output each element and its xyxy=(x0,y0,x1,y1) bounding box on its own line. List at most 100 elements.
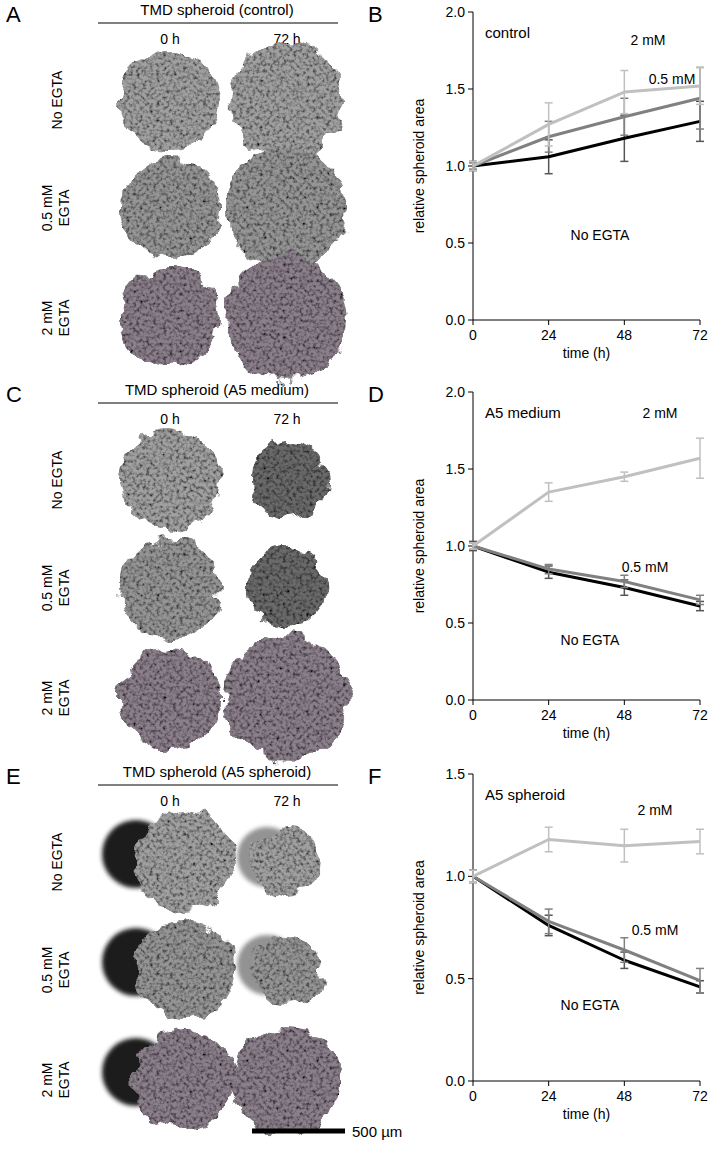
title-rule xyxy=(98,785,338,786)
x-tick xyxy=(473,1081,474,1086)
x-tick-label: 72 xyxy=(692,1088,708,1104)
row-label: 2 mMEGTA xyxy=(39,1061,72,1099)
x-tick-label: 24 xyxy=(541,707,557,723)
spheroid-0h xyxy=(134,812,234,912)
x-tick-label: 48 xyxy=(617,1088,633,1104)
series-label: 0.5 mM xyxy=(622,559,669,575)
y-tick xyxy=(468,12,473,13)
row-label-line: EGTA xyxy=(56,1061,72,1099)
error-bar-cap xyxy=(545,151,553,153)
row-label: No EGTA xyxy=(49,832,65,892)
error-bar-cap xyxy=(545,851,553,853)
row-label-line: EGTA xyxy=(56,299,72,337)
y-tick-label: 1.0 xyxy=(446,868,466,884)
x-axis xyxy=(473,1081,700,1082)
x-tick xyxy=(624,320,625,325)
y-tick xyxy=(468,623,473,624)
spheroid-72h xyxy=(233,1026,341,1134)
error-bar-cap xyxy=(620,829,628,831)
row-label-line: No EGTA xyxy=(49,70,65,130)
chart-title: A5 spheroid xyxy=(485,786,565,803)
y-tick-label: 0.5 xyxy=(446,971,466,987)
error-bar-cap xyxy=(620,937,628,939)
row-label-line: No EGTA xyxy=(49,450,65,510)
error-bar-cap xyxy=(620,968,628,970)
panel-letter: A xyxy=(6,2,21,27)
error-bar-cap xyxy=(469,170,477,172)
x-tick-label: 24 xyxy=(541,327,557,343)
figure: ATMD spheroid (control)0 h72 hNo EGTA0.5… xyxy=(0,0,718,1149)
error-bar-cap xyxy=(469,882,477,884)
y-tick xyxy=(468,89,473,90)
y-tick xyxy=(468,774,473,775)
error-bar-cap xyxy=(545,933,553,935)
error-bar-cap xyxy=(545,564,553,566)
x-tick xyxy=(624,700,625,705)
series-label: No EGTA xyxy=(571,227,631,243)
row-label: 2 mMEGTA xyxy=(39,299,72,337)
x-tick xyxy=(700,1081,701,1086)
spheroid-72h xyxy=(225,256,348,379)
x-tick-label: 48 xyxy=(617,707,633,723)
spheroid-0h xyxy=(120,50,220,150)
x-tick-label: 24 xyxy=(541,1088,557,1104)
x-tick-label: 72 xyxy=(692,707,708,723)
series-label: 0.5 mM xyxy=(632,922,679,938)
error-bar-cap xyxy=(620,70,628,72)
error-bar-cap xyxy=(469,548,477,550)
plot-area xyxy=(469,67,704,173)
spheroid-0h xyxy=(120,648,220,748)
error-bar-cap xyxy=(696,141,704,143)
spheroid-72h xyxy=(252,935,322,1005)
x-axis-label: time (h) xyxy=(563,725,610,741)
x-tick-label: 0 xyxy=(469,707,477,723)
chart: DA5 medium0.00.51.01.52.00244872time (h)… xyxy=(368,382,708,741)
series-line xyxy=(473,546,700,600)
image-panel: CTMD spheroid (A5 medium)0 h72 hNo EGTA0… xyxy=(6,381,350,761)
x-tick-label: 0 xyxy=(469,327,477,343)
scale-bar xyxy=(252,1129,345,1134)
error-bar-cap xyxy=(545,573,553,575)
column-label: 0 h xyxy=(160,793,179,809)
spheroid-72h xyxy=(247,548,328,629)
y-axis-label: relative spheroid area xyxy=(411,98,427,233)
panel-letter: F xyxy=(368,764,381,789)
error-bar-cap xyxy=(469,882,477,884)
row-label-line: 0.5 mM xyxy=(39,947,55,994)
x-tick xyxy=(624,1081,625,1086)
error-bar-cap xyxy=(696,595,704,597)
row-label-line: 2 mM xyxy=(39,301,55,336)
y-tick xyxy=(468,700,473,701)
error-bar-cap xyxy=(620,962,628,964)
error-bar-cap xyxy=(469,869,477,871)
error-bar-cap xyxy=(545,826,553,828)
error-bar-cap xyxy=(696,477,704,479)
x-tick xyxy=(700,700,701,705)
x-tick xyxy=(548,700,549,705)
error-bar-cap xyxy=(696,128,704,130)
row-label: 0.5 mMEGTA xyxy=(39,185,72,232)
series-line xyxy=(473,876,700,987)
error-bar-cap xyxy=(696,968,704,970)
y-tick-label: 0.0 xyxy=(446,312,466,328)
error-bar-cap xyxy=(696,67,704,69)
panel-letter: B xyxy=(368,2,383,27)
x-axis-label: time (h) xyxy=(563,345,610,361)
row-label-line: 2 mM xyxy=(39,681,55,716)
series-label: No EGTA xyxy=(561,632,621,648)
series-line xyxy=(473,876,700,980)
x-axis xyxy=(473,700,700,701)
y-tick xyxy=(468,469,473,470)
y-tick-label: 2.0 xyxy=(446,384,466,400)
error-bar-cap xyxy=(696,104,704,106)
column-label: 0 h xyxy=(160,411,179,427)
series-label: 2 mM xyxy=(643,405,678,421)
error-bar-cap xyxy=(469,869,477,871)
chart-title: control xyxy=(485,24,530,41)
error-bar-cap xyxy=(696,67,704,69)
spheroid-72h xyxy=(227,148,347,268)
series-label: No EGTA xyxy=(561,997,621,1013)
error-bar-cap xyxy=(469,869,477,871)
title-rule xyxy=(98,403,338,404)
error-bar-cap xyxy=(620,587,628,589)
